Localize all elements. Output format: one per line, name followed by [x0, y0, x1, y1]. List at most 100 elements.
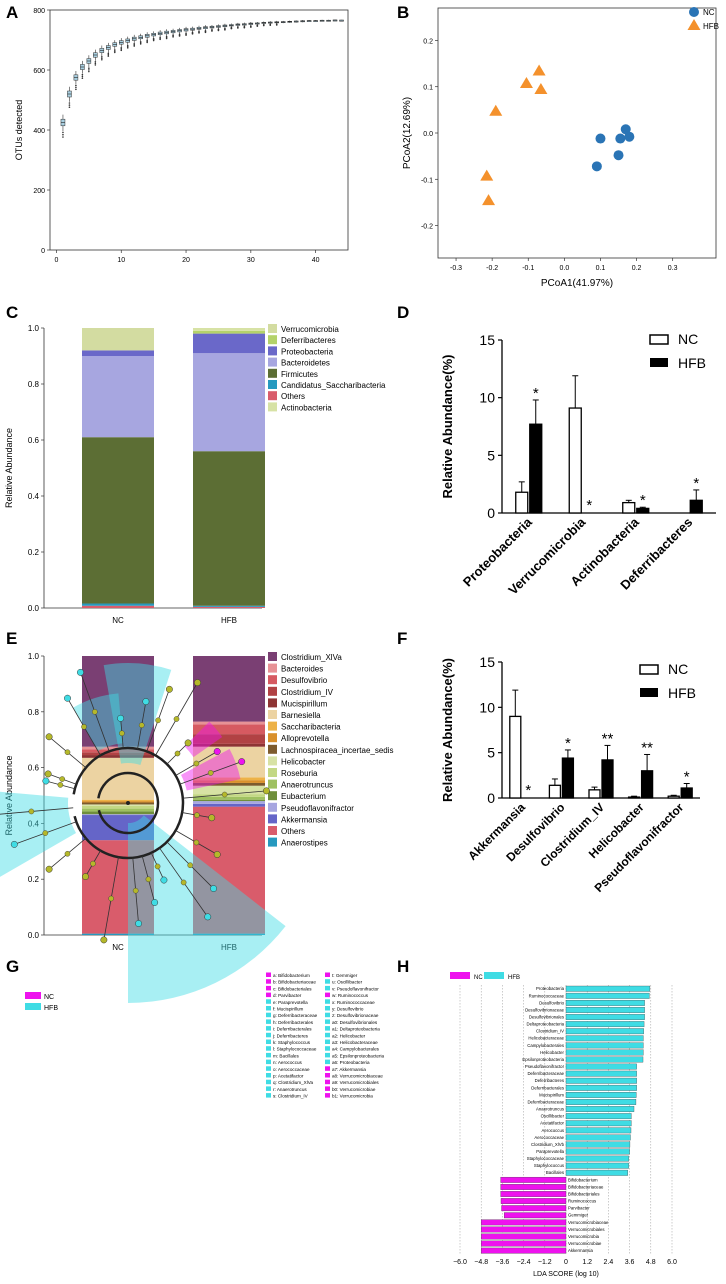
y-axis-label: OTUs detected: [14, 100, 24, 161]
key-swatch: [266, 999, 271, 1004]
key-swatch: [325, 1046, 330, 1051]
box-outlier: [217, 29, 220, 32]
box-outlier: [178, 35, 181, 37]
box-outlier: [146, 41, 148, 44]
key-label: a6: Proteobacteria: [332, 1060, 370, 1065]
hfb-clade-sector: [128, 815, 286, 1003]
lda-bar-label: Paraprevotella: [536, 1149, 564, 1154]
hfb-lda-bar: [565, 992, 650, 999]
key-label: b0: Verrucomicrobiae: [332, 1087, 376, 1092]
y-tick-label: 0: [487, 505, 495, 521]
x-tick-label: −1.2: [538, 1259, 552, 1266]
key-swatch: [325, 1006, 330, 1011]
legend-nc-label: NC: [474, 975, 483, 981]
y-tick-label: 0.2: [28, 548, 40, 557]
key-label: i: Deferribacterales: [273, 1027, 312, 1032]
tree-node: [135, 920, 142, 927]
key-label: r: Anaerotruncus: [273, 1087, 307, 1092]
stack-segment-helicobacter: [82, 804, 154, 806]
stack-segment-mucispirillum: [82, 755, 154, 758]
stack-segment-saccharibacteria: [82, 799, 154, 802]
legend-hfb-label: HFB: [44, 1005, 58, 1012]
tree-arc: [72, 746, 185, 860]
stack-segment-others: [82, 605, 154, 608]
y-tick-label: 600: [33, 68, 45, 75]
hfb-point: [532, 64, 546, 76]
legend-label: Roseburia: [281, 769, 318, 778]
lda-bar-label: Verrucomicrobiales: [568, 1227, 605, 1232]
hfb-lda-bar: [565, 1141, 631, 1148]
x-tick-label: 30: [247, 257, 255, 264]
tree-node: [238, 758, 246, 766]
legend-swatch: [268, 324, 277, 333]
box-outlier: [62, 133, 64, 136]
box-outlier: [224, 29, 226, 31]
y-axis-label: Relative Abundance(%): [440, 355, 455, 499]
legend-label: Clostridium_XlVa: [281, 653, 342, 662]
legend-swatch: [268, 814, 277, 824]
stack-segment-lachnospiracea_incertae_sedis: [193, 782, 265, 786]
tree-node: [145, 876, 152, 883]
key-swatch: [325, 1039, 330, 1044]
box-outlier: [107, 55, 110, 57]
tree-node: [155, 717, 161, 724]
key-swatch: [266, 979, 271, 984]
lda-bar-label: Ruminococcus: [568, 1199, 596, 1204]
tree-node: [207, 770, 214, 776]
tree-node: [57, 782, 64, 788]
key-label: a3: Helicobacteraceae: [332, 1040, 378, 1045]
key-swatch: [266, 1073, 271, 1078]
legend-swatch: [268, 357, 277, 367]
y-axis-label: Relative Abundance: [4, 428, 14, 508]
key-swatch: [325, 1086, 330, 1091]
legend-hfb-label: HFB: [508, 975, 520, 981]
x-tick-label: HFB: [221, 943, 237, 952]
legend-label: Eubacterium: [281, 792, 326, 801]
x-tick-label: 4.8: [646, 1259, 656, 1266]
key-label: w: Ruminococcus: [332, 993, 369, 998]
box-outlier: [139, 43, 142, 45]
key-label: l: Staphylococcaceae: [273, 1047, 317, 1052]
lda-bar-label: Akkermansia: [568, 1248, 593, 1253]
x-tick-label: −2.4: [517, 1259, 531, 1266]
box-outlier: [198, 32, 200, 34]
tree-node: [138, 722, 145, 729]
stack-segment-firmicutes: [193, 451, 265, 606]
nc-lda-bar: [481, 1219, 567, 1226]
box-outlier: [185, 34, 187, 36]
y-tick-label: 0.8: [28, 380, 40, 389]
box-outlier: [262, 24, 265, 27]
legend-hfb-swatch: [25, 1003, 41, 1010]
key-swatch: [325, 1093, 330, 1098]
y-tick-label: 15: [479, 654, 495, 670]
key-swatch: [266, 1059, 271, 1065]
y-tick-label: 800: [33, 8, 45, 15]
legend-hfb-swatch: [650, 358, 668, 367]
key-swatch: [325, 1066, 330, 1071]
nc-clade-sector: [184, 721, 223, 758]
legend-label: Pseudoflavonifractor: [281, 804, 354, 813]
box-outlier: [126, 45, 129, 48]
lda-bar-label: Desulfovibrionales: [529, 1014, 564, 1019]
lda-bar-label: Gemmiger: [568, 1213, 589, 1218]
box-outlier: [204, 31, 207, 34]
nc-point: [613, 150, 624, 161]
lda-bar-label: Staphylococcaceae: [527, 1156, 565, 1161]
legend-swatch: [268, 402, 277, 412]
stack-segment-proteobacteria: [193, 333, 265, 354]
tree-node: [208, 814, 216, 822]
hfb-bar: [529, 423, 543, 514]
key-label: a8: Verrucomicrobiaceae: [332, 1074, 383, 1079]
key-swatch: [266, 1006, 271, 1011]
x-tick-label: 1.2: [582, 1259, 592, 1266]
legend-label: Alloprevotella: [281, 734, 330, 743]
key-swatch: [266, 1019, 271, 1024]
legend-swatch: [268, 837, 277, 847]
stack-segment-bacteroidetes: [82, 356, 154, 438]
hfb-lda-bar: [565, 1127, 632, 1134]
key-swatch: [325, 1012, 330, 1018]
stack-segment-anaerostipes: [82, 933, 154, 935]
y-tick-label: 0.2: [423, 38, 433, 45]
tree-node: [132, 887, 139, 894]
